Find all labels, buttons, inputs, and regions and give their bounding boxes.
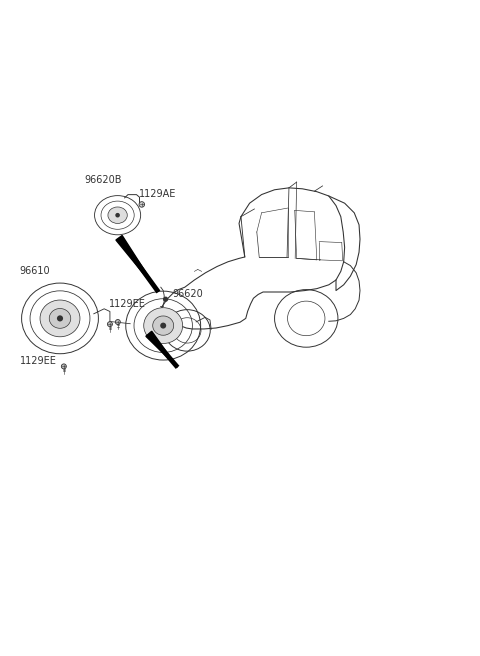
Text: 1129EE: 1129EE [109, 299, 146, 309]
Polygon shape [116, 236, 158, 292]
Circle shape [160, 323, 166, 329]
Ellipse shape [40, 300, 80, 337]
Text: 96620: 96620 [173, 289, 204, 299]
Circle shape [61, 364, 66, 369]
Text: 96610: 96610 [19, 266, 50, 276]
Circle shape [115, 213, 120, 218]
Circle shape [108, 321, 112, 327]
Ellipse shape [108, 207, 127, 224]
Text: 96620B: 96620B [84, 175, 121, 185]
Polygon shape [146, 331, 178, 367]
Circle shape [57, 316, 63, 321]
Text: 1129AE: 1129AE [139, 189, 177, 199]
Text: 1129EE: 1129EE [20, 356, 57, 365]
Circle shape [139, 201, 144, 207]
Ellipse shape [49, 308, 71, 328]
Circle shape [164, 297, 168, 301]
Ellipse shape [144, 308, 183, 344]
Circle shape [115, 319, 120, 325]
Ellipse shape [153, 316, 174, 335]
